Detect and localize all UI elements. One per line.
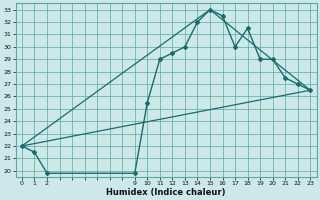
X-axis label: Humidex (Indice chaleur): Humidex (Indice chaleur) <box>106 188 226 197</box>
